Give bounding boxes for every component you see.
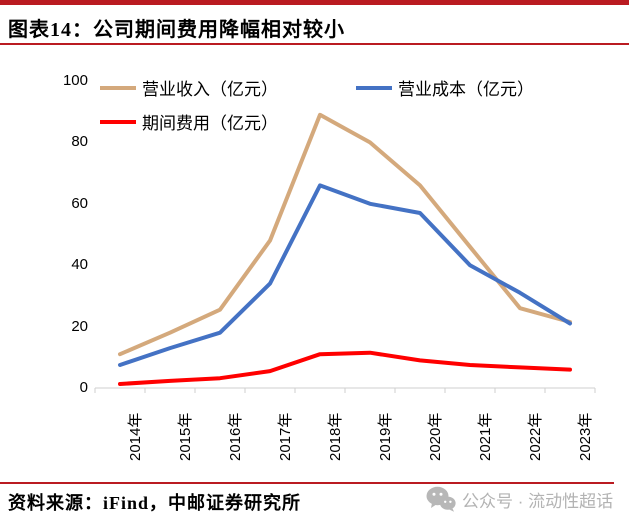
x-axis-label: 2023年: [577, 412, 594, 461]
legend-item-revenue: 营业收入（亿元）: [100, 75, 278, 100]
title-underline: [0, 43, 629, 45]
figure-title: 图表14：公司期间费用降幅相对较小: [8, 19, 345, 41]
expense-line: [118, 350, 572, 386]
x-axis-label: 2020年: [427, 412, 444, 461]
x-axis-label: 2017年: [277, 412, 294, 461]
watermark-text: 公众号 · 流动性超话: [462, 491, 614, 511]
wechat-icon: [426, 486, 456, 512]
x-axis-label: 2021年: [477, 412, 494, 461]
revenue-legend-swatch: [100, 85, 136, 90]
footer-divider: [0, 482, 614, 484]
y-axis-label: 60: [71, 194, 88, 212]
revenue-line: [118, 112, 572, 357]
revenue-legend-label: 营业收入（亿元）: [142, 80, 278, 99]
source-note: 资料来源：iFind，中邮证券研究所: [8, 493, 302, 513]
watermark: 公众号 · 流动性超话: [426, 486, 613, 512]
x-axis-label: 2016年: [227, 412, 244, 461]
y-axis-label: 80: [71, 133, 88, 151]
y-axis-label: 0: [79, 379, 88, 396]
x-axis-label: 2022年: [527, 412, 544, 461]
cost-legend-swatch: [356, 85, 392, 90]
top-accent-bar: [0, 0, 629, 5]
cost-line: [118, 183, 572, 367]
expense-legend-swatch: [100, 119, 136, 124]
y-axis-label: 20: [71, 317, 88, 335]
x-axis-label: 2015年: [177, 412, 194, 461]
legend-item-expense: 期间费用（亿元）: [100, 109, 278, 134]
legend-item-cost: 营业成本（亿元）: [356, 75, 534, 100]
x-axis-label: 2014年: [127, 412, 144, 461]
x-axis-label: 2019年: [377, 412, 394, 461]
expense-legend-label: 期间费用（亿元）: [142, 114, 278, 133]
y-axis-label: 40: [71, 256, 88, 274]
cost-legend-label: 营业成本（亿元）: [398, 80, 534, 99]
x-axis-label: 2018年: [327, 412, 344, 461]
y-axis-label: 100: [62, 72, 88, 89]
